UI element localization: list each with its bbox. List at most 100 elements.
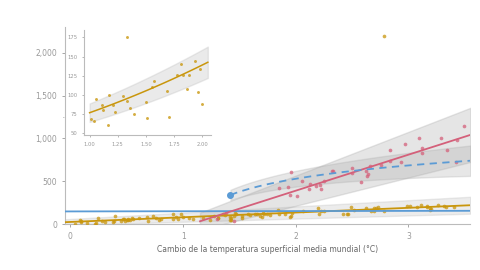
Point [106,93,113,97]
Point [386,148,394,153]
Point [226,218,234,222]
Point [320,209,327,213]
Point [357,180,364,184]
Point [198,102,206,106]
Point [406,204,414,208]
Point [286,193,293,197]
Point [150,79,158,83]
Point [377,163,384,168]
Point [274,208,281,212]
Point [288,211,296,215]
Point [77,220,85,225]
Point [190,217,197,221]
Point [155,218,163,222]
Point [260,211,268,216]
Point [124,217,132,221]
Point [423,205,431,209]
Point [253,211,261,216]
Point [454,138,461,143]
Point [287,214,295,218]
Point [121,219,129,223]
Point [440,203,447,208]
Point [177,212,184,217]
Point [305,187,312,191]
Point [72,221,79,226]
Point [111,214,119,218]
Point [443,148,451,152]
Point [119,217,126,222]
Point [222,211,230,215]
Point [174,217,181,221]
Point [227,193,234,197]
Point [246,213,254,218]
Point [299,208,306,213]
Point [386,159,394,163]
Point [427,206,434,211]
Point [397,160,405,164]
Point [263,212,270,216]
Point [442,205,450,209]
Point [256,213,264,218]
Point [130,112,138,116]
Point [127,218,134,223]
Point [169,217,177,221]
Point [451,204,458,209]
Point [76,218,84,222]
Point [306,181,313,186]
Point [380,209,388,213]
Point [120,217,128,221]
Point [317,209,324,214]
Point [339,212,347,216]
Point [77,218,84,223]
Point [312,184,320,188]
Point [437,135,444,140]
Point [92,97,100,102]
Point [370,209,377,214]
Point [142,100,150,104]
Point [251,212,258,217]
Point [123,217,131,222]
Point [120,94,127,98]
Point [328,169,336,173]
Point [364,172,372,176]
Point [123,35,131,39]
Point [228,217,235,222]
Point [413,205,421,209]
Point [123,99,131,104]
Point [372,206,380,210]
Point [214,216,222,220]
Point [434,202,442,207]
Point [343,212,350,216]
Point [363,174,371,178]
Point [130,217,137,222]
Point [266,213,274,217]
Point [453,160,460,164]
Text: ·: · [61,113,65,123]
Point [226,215,233,219]
Point [110,218,118,223]
Point [98,219,106,223]
Point [213,217,221,221]
Point [94,216,102,220]
Point [192,59,199,63]
Point [231,211,239,216]
Point [99,108,107,113]
Point [347,204,354,209]
Point [210,214,218,218]
Point [180,73,187,77]
Point [238,216,246,220]
Point [143,116,151,120]
Point [185,216,193,220]
Point [281,212,289,216]
Point [287,170,295,174]
Point [366,164,374,168]
Point [109,220,117,224]
Point [244,211,252,216]
Point [90,119,98,124]
Point [215,216,222,220]
Point [239,214,246,218]
Point [157,217,165,221]
Point [135,216,143,221]
Point [180,215,187,219]
Point [362,205,370,210]
